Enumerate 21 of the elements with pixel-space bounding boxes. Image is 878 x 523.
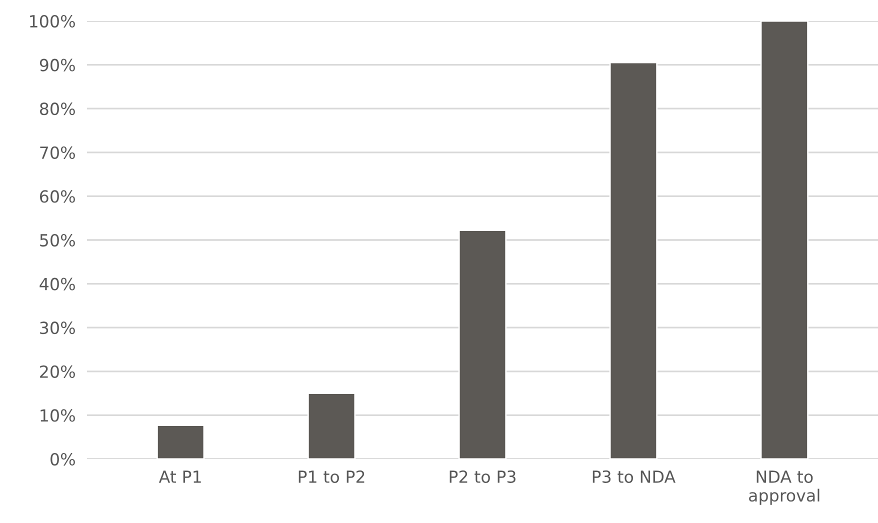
y-tick-label: 90% [40,58,75,72]
x-tick-label: At P1 [158,470,201,483]
bar [307,392,356,459]
y-tick-label: 40% [40,278,75,290]
y-tick-label: 70% [40,146,75,159]
bar [458,230,507,459]
y-tick-label: 10% [40,409,75,422]
y-tick-label: 30% [40,322,75,334]
y-tick-label: 100% [30,14,75,28]
bar [760,21,808,459]
x-tick-label: P1 to P2 [298,470,364,484]
bar [156,424,205,459]
x-tick-label: P2 to P3 [450,470,516,484]
y-tick-label: 80% [40,102,75,116]
y-tick-label: 60% [40,190,75,203]
x-tick-label: NDA to approval [749,470,820,505]
y-tick-label: 0% [50,452,75,466]
x-tick-label: P3 to NDA [592,470,676,484]
bar [609,62,658,459]
y-tick-label: 20% [40,365,75,378]
y-tick-label: 50% [40,234,75,247]
